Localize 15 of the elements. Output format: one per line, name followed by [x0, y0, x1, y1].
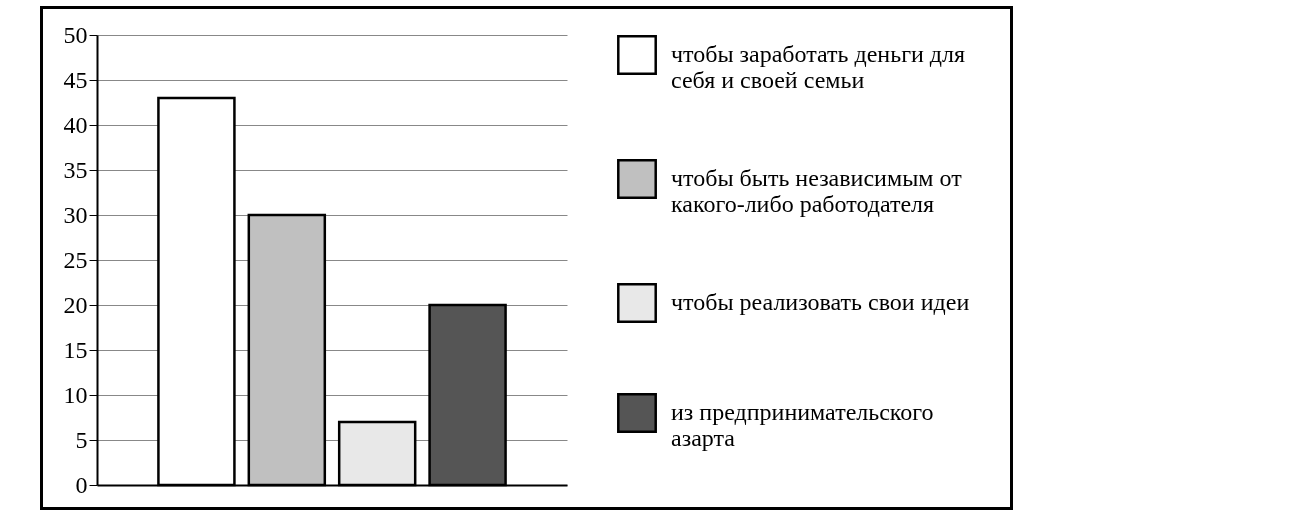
- legend-label: чтобы быть независимым от какого-либо работодателя: [671, 165, 963, 217]
- y-tick-label: 50: [63, 21, 88, 48]
- y-tick-label: 45: [63, 66, 88, 93]
- legend-label: из предпринимательского азарта: [671, 399, 934, 451]
- y-tick-label: 0: [75, 471, 88, 498]
- y-tick-label: 15: [63, 336, 88, 363]
- legend-label: чтобы заработать деньги для себя и своей семьи: [671, 41, 966, 93]
- legend-label: чтобы реализовать свои идеи: [671, 289, 970, 315]
- y-tick-label: 20: [63, 291, 88, 318]
- y-tick-label: 10: [63, 381, 88, 408]
- y-tick-label: 35: [63, 156, 88, 183]
- y-tick-label: 30: [63, 201, 88, 228]
- y-tick-label: 5: [75, 426, 88, 453]
- y-tick-label: 40: [63, 111, 88, 138]
- y-tick-label: 25: [63, 246, 88, 273]
